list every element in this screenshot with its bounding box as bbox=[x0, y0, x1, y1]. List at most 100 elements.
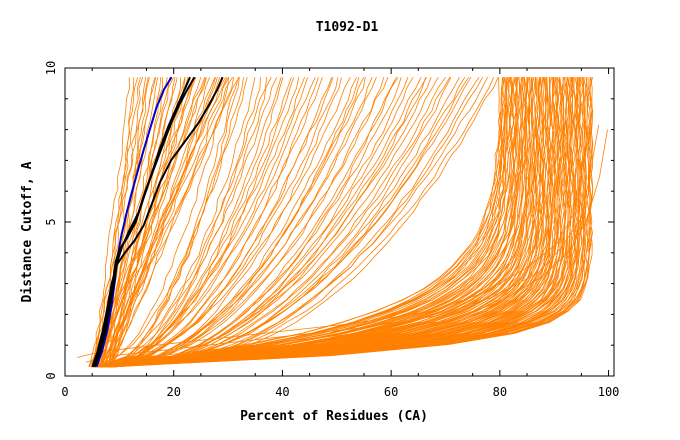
model-black-3-line bbox=[91, 76, 224, 368]
model-curve bbox=[111, 77, 218, 367]
model-curve bbox=[110, 77, 397, 368]
model-curve bbox=[99, 77, 515, 368]
model-curve bbox=[108, 77, 576, 368]
model-curve bbox=[100, 77, 323, 368]
model-curve bbox=[114, 77, 565, 368]
model-curve bbox=[97, 77, 571, 368]
model-curve bbox=[99, 77, 544, 368]
model-curve bbox=[104, 77, 292, 368]
axis-ticks: 0 20 40 60 80 100 0 5 10 bbox=[44, 61, 619, 399]
model-curve bbox=[94, 77, 207, 367]
model-curve bbox=[95, 77, 278, 368]
model-curve bbox=[110, 77, 240, 368]
model-curve bbox=[98, 77, 196, 367]
model-curve bbox=[98, 77, 366, 368]
model-curve bbox=[100, 77, 334, 368]
model-curve bbox=[94, 77, 141, 367]
model-curve bbox=[109, 77, 235, 368]
model-curve bbox=[106, 77, 540, 368]
model-curve bbox=[108, 77, 558, 368]
model-curve bbox=[111, 77, 555, 368]
model-curve bbox=[94, 77, 316, 368]
model-curve bbox=[103, 77, 460, 368]
model-curve bbox=[102, 77, 339, 368]
x-axis-label: Percent of Residues (CA) bbox=[240, 409, 428, 424]
model-curve bbox=[93, 77, 130, 367]
highlighted-curves bbox=[91, 76, 224, 368]
model-curve bbox=[105, 77, 532, 368]
x-tick-label: 0 bbox=[61, 385, 68, 399]
model-curve bbox=[108, 77, 272, 368]
x-tick-label: 100 bbox=[598, 385, 620, 399]
model-curve bbox=[108, 77, 523, 368]
model-curve bbox=[100, 77, 175, 367]
model-black-2-line bbox=[92, 76, 191, 368]
y-tick-label: 5 bbox=[44, 218, 58, 225]
model-curve bbox=[110, 77, 202, 367]
model-curve bbox=[88, 77, 228, 367]
model-curve-outlier bbox=[85, 124, 600, 363]
model-curve bbox=[94, 77, 351, 368]
model-curve bbox=[94, 77, 432, 368]
model-curve bbox=[94, 77, 138, 367]
model-curve bbox=[107, 77, 402, 368]
model-curve bbox=[106, 77, 554, 368]
model-blue-line bbox=[95, 76, 173, 368]
model-black-1-line bbox=[93, 76, 196, 368]
model-curve bbox=[104, 77, 588, 368]
model-curve bbox=[93, 77, 488, 368]
y-tick-label: 0 bbox=[44, 372, 58, 379]
model-curve bbox=[103, 77, 556, 368]
model-curve bbox=[108, 77, 426, 368]
model-curve bbox=[93, 77, 583, 368]
y-axis-label: Distance Cutoff, A bbox=[20, 161, 35, 302]
model-curve bbox=[99, 77, 561, 368]
model-curve bbox=[92, 77, 503, 368]
model-curve bbox=[97, 76, 227, 367]
model-curve bbox=[107, 77, 552, 368]
model-curve bbox=[100, 76, 466, 368]
y-tick-label: 10 bbox=[44, 61, 58, 75]
model-curve-outlier bbox=[77, 120, 592, 358]
model-curve bbox=[94, 77, 377, 368]
model-curve bbox=[96, 77, 267, 368]
model-curve-outlier bbox=[92, 129, 608, 368]
model-curve bbox=[109, 77, 452, 368]
model-curve bbox=[110, 77, 484, 368]
x-tick-label: 80 bbox=[493, 385, 507, 399]
model-curve bbox=[115, 76, 399, 368]
x-tick-label: 40 bbox=[275, 385, 289, 399]
model-curve bbox=[105, 77, 495, 368]
model-curve bbox=[111, 76, 480, 368]
model-curve bbox=[100, 77, 520, 368]
model-curve bbox=[104, 77, 519, 368]
model-curve bbox=[110, 77, 563, 368]
model-curve bbox=[91, 76, 472, 368]
model-curve bbox=[105, 77, 295, 368]
x-tick-label: 60 bbox=[384, 385, 398, 399]
model-curve bbox=[106, 77, 365, 368]
model-curve bbox=[103, 77, 591, 368]
model-curve bbox=[94, 77, 248, 368]
model-curve bbox=[103, 76, 451, 368]
model-curve bbox=[106, 77, 282, 368]
model-curves bbox=[77, 76, 608, 368]
model-curve bbox=[94, 77, 535, 368]
model-curve bbox=[100, 77, 527, 368]
model-curve bbox=[109, 77, 256, 368]
chart-title: T1092-D1 bbox=[316, 20, 379, 35]
model-curve bbox=[105, 77, 373, 368]
model-curve bbox=[91, 77, 206, 367]
x-tick-label: 20 bbox=[166, 385, 180, 399]
model-curve bbox=[102, 76, 446, 368]
model-curve bbox=[100, 77, 427, 368]
model-curve bbox=[98, 77, 229, 368]
model-curve bbox=[98, 77, 439, 368]
model-curve bbox=[111, 77, 342, 368]
model-curve bbox=[94, 77, 300, 368]
model-curve bbox=[92, 77, 574, 368]
model-curve bbox=[92, 77, 508, 368]
model-curve bbox=[94, 77, 584, 368]
model-curve bbox=[97, 76, 240, 368]
